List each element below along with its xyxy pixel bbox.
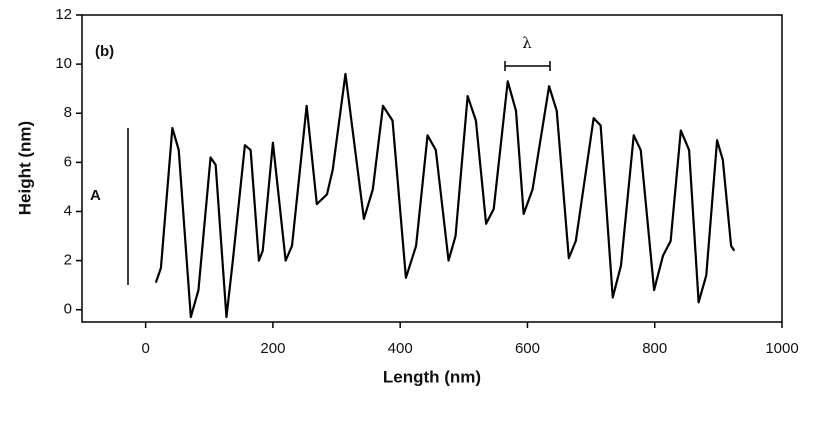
y-tick-label: 12 bbox=[55, 6, 72, 23]
y-tick-label: 0 bbox=[64, 301, 72, 318]
x-tick-label: 1000 bbox=[765, 340, 798, 357]
y-tick-label: 2 bbox=[64, 252, 72, 269]
line bbox=[154, 72, 736, 319]
x-tick-label: 800 bbox=[642, 340, 667, 357]
y-tick-label: 4 bbox=[64, 202, 72, 219]
x-tick-label: 400 bbox=[388, 340, 413, 357]
x-tick-label: 0 bbox=[141, 340, 149, 357]
y-axis-title: Height (nm) bbox=[15, 121, 34, 215]
annotation: λ bbox=[522, 34, 532, 52]
annotation: A bbox=[90, 187, 101, 204]
plot-frame bbox=[81, 14, 783, 323]
x-tick-label: 200 bbox=[260, 340, 285, 357]
y-tick-label: 8 bbox=[64, 104, 72, 121]
annotation: (b) bbox=[95, 43, 114, 60]
y-tick-label: 10 bbox=[55, 55, 72, 72]
x-axis-title: Length (nm) bbox=[383, 367, 481, 386]
x-tick-label: 600 bbox=[515, 340, 540, 357]
y-tick-label: 6 bbox=[64, 153, 72, 170]
